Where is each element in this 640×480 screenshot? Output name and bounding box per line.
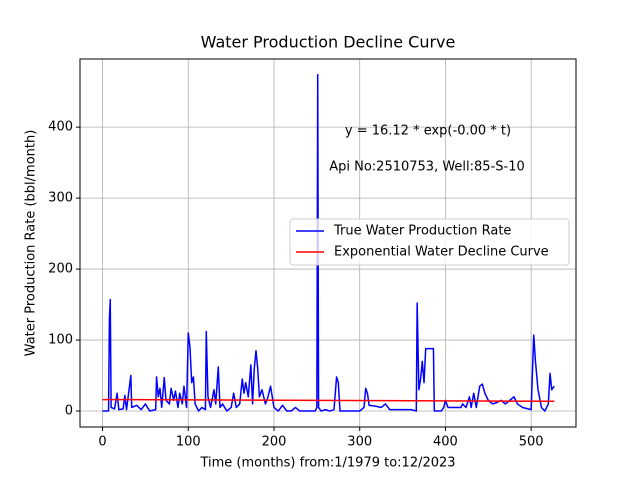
x-tick-label: 0 xyxy=(98,435,106,450)
data-line xyxy=(102,73,555,412)
data-line xyxy=(102,398,555,402)
y-tick-label: 100 xyxy=(48,333,73,348)
legend-label: Exponential Water Decline Curve xyxy=(334,245,549,260)
x-tick-label: 200 xyxy=(262,435,287,450)
grid xyxy=(80,59,576,427)
y-tick-label: 300 xyxy=(48,191,73,206)
chart-title: Water Production Decline Curve xyxy=(201,33,456,52)
axes-frame xyxy=(79,58,577,428)
annotation: y = 16.12 * exp(-0.00 * t) xyxy=(345,124,511,139)
legend-label: True Water Production Rate xyxy=(333,224,511,239)
annotation: Api No:2510753, Well:85-S-10 xyxy=(329,160,525,175)
plot-area xyxy=(102,73,555,412)
x-tick-label: 300 xyxy=(347,435,372,450)
x-tick-label: 100 xyxy=(176,435,201,450)
y-tick-label: 200 xyxy=(48,262,73,277)
y-tick-label: 400 xyxy=(48,120,73,135)
y-tick-label: 0 xyxy=(65,404,73,419)
x-tick-label: 400 xyxy=(433,435,458,450)
x-axis-label: Time (months) from:1/1979 to:12/2023 xyxy=(199,456,455,471)
y-axis-label: Water Production Rate (bbl/month) xyxy=(24,130,39,357)
legend-box xyxy=(289,218,570,266)
x-tick-label: 500 xyxy=(519,435,544,450)
legend: True Water Production Rate Exponential Wa… xyxy=(289,218,570,266)
